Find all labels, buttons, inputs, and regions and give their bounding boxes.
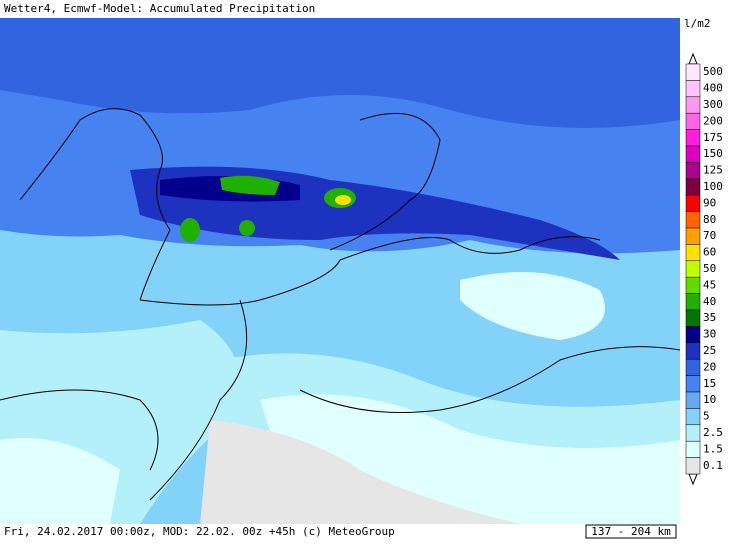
legend-unit: l/m2 (684, 17, 711, 30)
legend-label: 125 (703, 164, 723, 177)
legend-label: 0.1 (703, 459, 723, 472)
legend-swatch (685, 342, 701, 360)
legend-label: 70 (703, 229, 716, 242)
legend-swatch (685, 162, 701, 180)
legend-label: 30 (703, 328, 716, 341)
legend-label: 90 (703, 196, 716, 209)
legend-label: 60 (703, 246, 716, 259)
legend-swatch (685, 260, 701, 278)
legend-swatch (685, 293, 701, 311)
legend-swatch (685, 326, 701, 344)
legend-label: 150 (703, 147, 723, 160)
legend-label: 50 (703, 262, 716, 275)
legend-swatch (685, 194, 701, 212)
legend-swatch (685, 440, 701, 458)
legend-label: 500 (703, 65, 723, 78)
legend-swatch (685, 391, 701, 409)
legend-swatch (685, 244, 701, 262)
legend-swatch (685, 145, 701, 163)
legend-label: 45 (703, 278, 716, 291)
legend-swatch (685, 96, 701, 114)
legend-swatch (685, 63, 701, 81)
legend-label: 5 (703, 410, 710, 423)
scale-label: 137 - 204 km (591, 525, 671, 538)
legend-swatch (685, 112, 701, 130)
legend-label: 100 (703, 180, 723, 193)
legend-swatch (685, 227, 701, 245)
legend-swatch (685, 276, 701, 294)
footer-bar (0, 524, 740, 540)
legend-label: 35 (703, 311, 716, 324)
legend-label: 1.5 (703, 442, 723, 455)
legend-swatch (685, 358, 701, 376)
legend-label: 25 (703, 344, 716, 357)
legend-label: 20 (703, 360, 716, 373)
scale-box (585, 524, 677, 539)
legend-label: 200 (703, 114, 723, 127)
legend-swatch (685, 424, 701, 442)
legend-label: 400 (703, 82, 723, 95)
legend-label: 40 (703, 295, 716, 308)
legend-label: 2.5 (703, 426, 723, 439)
legend-label: 175 (703, 131, 723, 144)
legend-swatch (685, 178, 701, 196)
legend-label: 80 (703, 213, 716, 226)
legend-swatch (685, 129, 701, 147)
legend-label: 15 (703, 377, 716, 390)
legend-swatch (685, 375, 701, 393)
title: Wetter4, Ecmwf-Model: Accumulated Precip… (4, 2, 315, 15)
legend: 500 400 300 200 175 150 125 100 90 80 70 60 50 45 40 35… (685, 63, 723, 475)
legend-swatch (685, 211, 701, 229)
legend-swatch (685, 457, 701, 475)
footer-info: Fri, 24.02.2017 00:00z, MOD: 22.02. 00z … (4, 525, 395, 538)
legend-swatch (685, 309, 701, 327)
legend-label: 10 (703, 393, 716, 406)
legend-swatch (685, 80, 701, 98)
legend-label: 300 (703, 98, 723, 111)
legend-swatch (685, 408, 701, 426)
header-bar (0, 0, 740, 18)
map-area (0, 18, 681, 524)
